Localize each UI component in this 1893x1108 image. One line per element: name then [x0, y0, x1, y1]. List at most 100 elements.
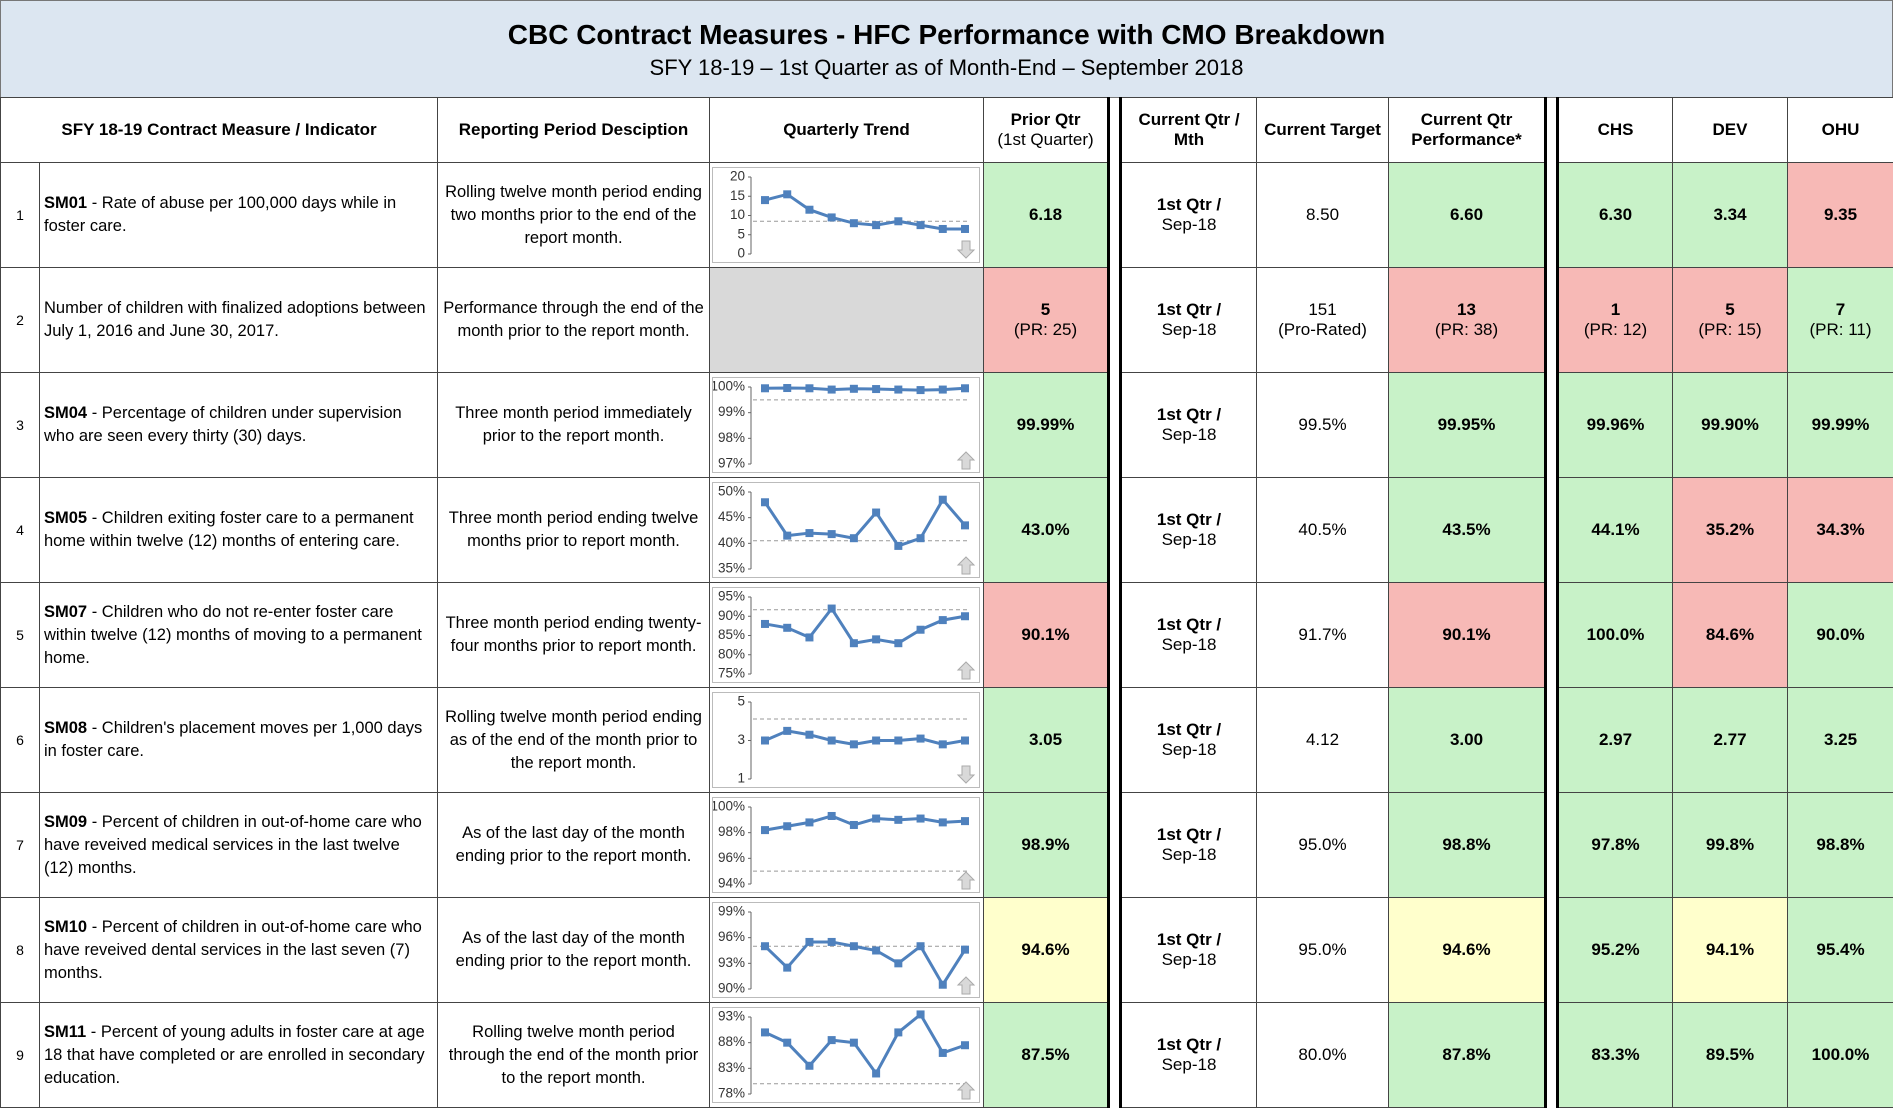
month-label: Sep-18 — [1126, 950, 1252, 970]
trend-point — [805, 938, 813, 946]
trend-point — [894, 542, 902, 550]
trend-line — [765, 731, 965, 744]
trend-point — [894, 959, 902, 967]
cell-value: 97.8% — [1563, 835, 1668, 855]
cell-value: 34.3% — [1792, 520, 1889, 540]
value-cell: 6.60 — [1389, 163, 1546, 268]
y-tick-label: 98% — [718, 430, 745, 445]
cell-value: 80.0% — [1261, 1045, 1384, 1065]
trend-point — [939, 386, 947, 394]
trend-point — [850, 821, 858, 829]
y-tick-label: 15 — [730, 188, 745, 203]
cell-value: 99.95% — [1393, 415, 1540, 435]
divider — [1546, 688, 1558, 793]
reporting-period: Performance through the end of the month… — [438, 268, 710, 373]
cell-value: 95.2% — [1563, 940, 1668, 960]
value-cell: 8.50 — [1257, 163, 1389, 268]
row-number: 6 — [1, 688, 40, 793]
trend-point — [850, 740, 858, 748]
trend-point — [894, 217, 902, 225]
trend-point — [872, 1069, 880, 1077]
trend-point — [783, 964, 791, 972]
cell-value: 3.25 — [1792, 730, 1889, 750]
row-number: 3 — [1, 373, 40, 478]
trend-point — [894, 386, 902, 394]
direction-arrow — [958, 662, 974, 679]
y-tick-label: 45% — [718, 509, 745, 524]
measure-code: SM10 — [44, 918, 87, 936]
trend-point — [917, 386, 925, 394]
cell-note: (PR: 15) — [1677, 320, 1783, 340]
qtr-label: 1st Qtr / — [1126, 300, 1252, 320]
trend-cell: 100%99%98%97% — [710, 373, 984, 478]
col-header: CHS — [1558, 98, 1673, 163]
trend-point — [783, 532, 791, 540]
direction-arrow — [958, 1082, 974, 1099]
measure-text: - Percent of young adults in foster care… — [44, 1023, 425, 1087]
trend-point — [783, 1039, 791, 1047]
y-tick-label: 94% — [718, 876, 745, 891]
cell-value: 7 — [1792, 300, 1889, 320]
row-number: 8 — [1, 898, 40, 1003]
cell-value: 6.60 — [1393, 205, 1540, 225]
measure-description: SM05 - Children exiting foster care to a… — [40, 478, 438, 583]
trend-point — [783, 384, 791, 392]
reporting-period: As of the last day of the month ending p… — [438, 793, 710, 898]
value-cell: 90.0% — [1788, 583, 1893, 688]
cell-value: 99.99% — [1792, 415, 1889, 435]
subtitle: SFY 18-19 – 1st Quarter as of Month-End … — [1, 55, 1892, 81]
measure-description: SM11 - Percent of young adults in foster… — [40, 1003, 438, 1108]
cell-value: 98.8% — [1393, 835, 1540, 855]
cell-value: 98.8% — [1792, 835, 1889, 855]
trend-line — [765, 1014, 965, 1073]
value-cell: 5(PR: 25) — [984, 268, 1109, 373]
col-header: Quarterly Trend — [710, 98, 984, 163]
cell-value: 99.96% — [1563, 415, 1668, 435]
trend-point — [939, 1049, 947, 1057]
measures-table: SFY 18-19 Contract Measure / Indicator R… — [0, 97, 1893, 1108]
y-tick-label: 96% — [718, 929, 745, 944]
cell-value: 90.1% — [1393, 625, 1540, 645]
y-tick-label: 5 — [738, 694, 746, 709]
cell-value: 90.1% — [988, 625, 1103, 645]
trend-point — [872, 509, 880, 517]
trend-point — [939, 818, 947, 826]
trend-point — [939, 981, 947, 989]
cell-note: (Pro-Rated) — [1261, 320, 1384, 340]
y-tick-label: 90% — [718, 608, 745, 623]
cell-value: 94.6% — [988, 940, 1103, 960]
cell-value: 100.0% — [1792, 1045, 1889, 1065]
trend-point — [850, 219, 858, 227]
y-tick-label: 3 — [738, 732, 746, 747]
trend-point — [917, 735, 925, 743]
value-cell: 4.12 — [1257, 688, 1389, 793]
divider — [1109, 98, 1121, 163]
reporting-period: Rolling twelve month period through the … — [438, 1003, 710, 1108]
trend-point — [917, 815, 925, 823]
value-cell: 95.0% — [1257, 793, 1389, 898]
reporting-period: Rolling twelve month period ending as of… — [438, 688, 710, 793]
divider — [1546, 898, 1558, 1003]
trend-point — [872, 815, 880, 823]
value-cell: 87.8% — [1389, 1003, 1546, 1108]
month-label: Sep-18 — [1126, 740, 1252, 760]
trend-point — [939, 740, 947, 748]
sparkline: 93%88%83%78% — [712, 1007, 980, 1103]
y-tick-label: 10 — [730, 207, 745, 222]
trend-point — [961, 817, 969, 825]
cell-value: 151 — [1261, 300, 1384, 320]
trend-point — [783, 822, 791, 830]
cell-value: 35.2% — [1677, 520, 1783, 540]
divider — [1109, 373, 1121, 478]
trend-point — [805, 384, 813, 392]
divider — [1546, 1003, 1558, 1108]
col-header: Reporting Period Desciption — [438, 98, 710, 163]
trend-point — [828, 1036, 836, 1044]
measure-text: - Rate of abuse per 100,000 days while i… — [44, 194, 396, 235]
value-cell: 1(PR: 12) — [1558, 268, 1673, 373]
cell-note: (PR: 12) — [1563, 320, 1668, 340]
y-tick-label: 93% — [718, 1009, 745, 1024]
month-label: Sep-18 — [1126, 215, 1252, 235]
reporting-period: As of the last day of the month ending p… — [438, 898, 710, 1003]
